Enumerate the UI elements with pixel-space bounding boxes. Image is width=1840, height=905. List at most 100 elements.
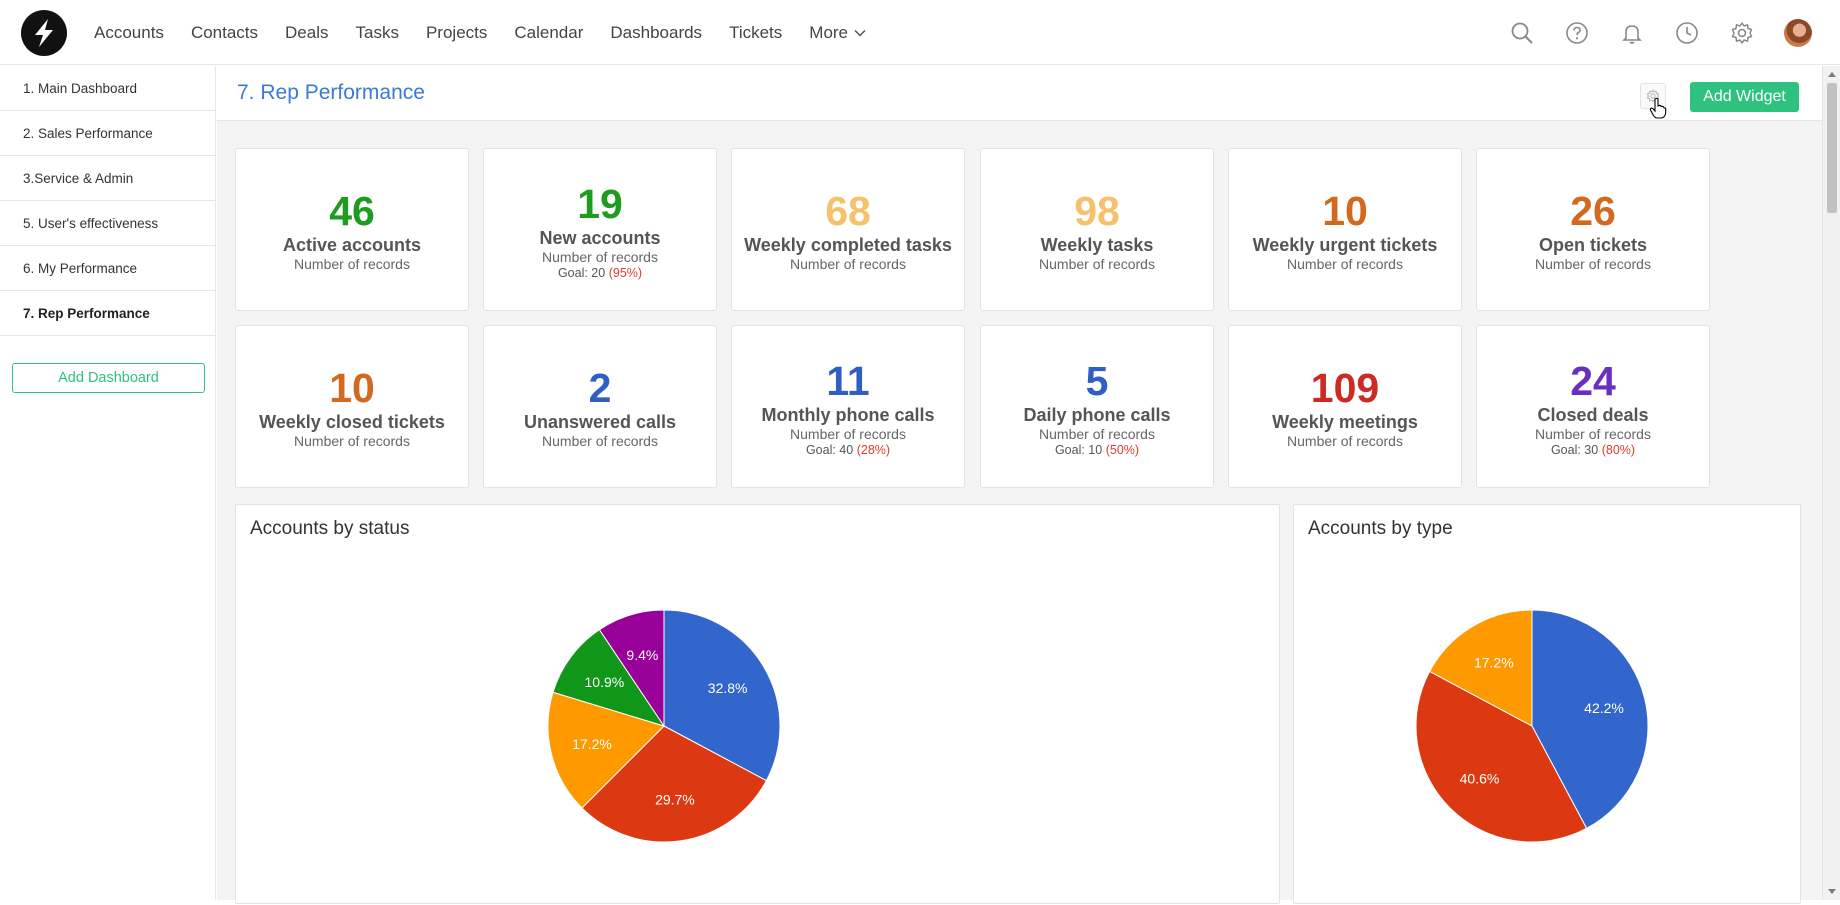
kpi-sublabel: Number of records	[542, 433, 658, 449]
pie-slice[interactable]	[547, 691, 665, 809]
accounts-by-status-panel: Accounts by status 32.8% 29.7% 17.2% 10.9% 9…	[235, 504, 1280, 904]
page-scrollbar[interactable]	[1822, 66, 1840, 900]
kpi-card-body: 10 Weekly urgent tickets Number of records	[1229, 189, 1461, 273]
pie-slice-label: 17.2%	[572, 736, 612, 752]
chart-title: Accounts by status	[250, 518, 410, 539]
kpi-card[interactable]: 109 Weekly meetings Number of records	[1228, 325, 1462, 488]
nav-tickets[interactable]: Tickets	[729, 22, 783, 42]
pie-slice-label: 40.6%	[1460, 770, 1500, 786]
dashboard-main: 7. Rep Performance Add Widget 46 Active a…	[217, 66, 1822, 904]
scroll-thumb[interactable]	[1827, 83, 1837, 213]
kpi-label: Open tickets	[1538, 235, 1648, 255]
kpi-card-body: 11 Monthly phone calls Number of records Go…	[732, 359, 964, 458]
kpi-card[interactable]: 26 Open tickets Number of records	[1476, 148, 1710, 311]
pie-slice[interactable]	[663, 609, 781, 782]
kpi-label: Unanswered calls	[523, 412, 677, 432]
accounts-by-type-panel: Accounts by type 42.2% 40.6% 17.2%	[1293, 504, 1801, 904]
kpi-sublabel: Number of records	[294, 433, 410, 449]
kpi-card[interactable]: 98 Weekly tasks Number of records	[980, 148, 1214, 311]
kpi-label: Weekly closed tickets	[259, 412, 445, 432]
clock-icon[interactable]	[1674, 20, 1700, 46]
main-nav: Accounts Contacts Deals Tasks Projects C…	[94, 0, 893, 65]
bell-icon[interactable]	[1619, 20, 1645, 46]
pie-slice[interactable]	[552, 628, 666, 727]
pie-slice[interactable]	[581, 725, 768, 843]
kpi-card[interactable]: 46 Active accounts Number of records	[235, 148, 469, 311]
kpi-goal-percent: (50%)	[1105, 443, 1140, 457]
nav-projects[interactable]: Projects	[425, 22, 488, 42]
kpi-value: 46	[329, 188, 375, 234]
kpi-value: 2	[588, 365, 612, 411]
sidebar-item-sales-performance[interactable]: 2. Sales Performance	[0, 111, 215, 156]
kpi-goal-text: Goal: 30	[1550, 443, 1599, 457]
kpi-card-body: 68 Weekly completed tasks Number of record…	[732, 189, 964, 273]
kpi-card[interactable]: 68 Weekly completed tasks Number of record…	[731, 148, 965, 311]
pie-slice[interactable]	[1415, 670, 1588, 843]
scroll-down-arrow[interactable]	[1828, 889, 1836, 894]
kpi-card-body: 10 Weekly closed tickets Number of records	[236, 366, 468, 450]
sidebar-item-users-effectiveness[interactable]: 5. User's effectiveness	[0, 201, 215, 246]
kpi-value: 5	[1085, 358, 1109, 404]
nav-more-label: More	[809, 22, 849, 42]
top-navbar: Accounts Contacts Deals Tasks Projects C…	[0, 0, 1840, 65]
gear-icon[interactable]	[1729, 20, 1755, 46]
pie-slice[interactable]	[598, 609, 665, 728]
kpi-label: Weekly urgent tickets	[1252, 235, 1438, 255]
kpi-goal-percent: (80%)	[1601, 443, 1636, 457]
scroll-up-arrow[interactable]	[1828, 72, 1836, 77]
kpi-value: 24	[1570, 358, 1616, 404]
nav-calendar[interactable]: Calendar	[514, 22, 584, 42]
accounts-by-type-pie: 42.2% 40.6% 17.2%	[1415, 609, 1649, 843]
kpi-goal: Goal: 40 (28%)	[732, 443, 964, 458]
dashboard-settings-button[interactable]	[1640, 83, 1666, 109]
kpi-sublabel: Number of records	[1535, 426, 1651, 442]
dashboard-sidebar: 1. Main Dashboard 2. Sales Performance 3…	[0, 66, 216, 900]
sidebar-item-my-performance[interactable]: 6. My Performance	[0, 246, 215, 291]
kpi-card-body: 109 Weekly meetings Number of records	[1229, 366, 1461, 450]
kpi-sublabel: Number of records	[1287, 433, 1403, 449]
kpi-sublabel: Number of records	[790, 426, 906, 442]
chart-title: Accounts by type	[1308, 518, 1453, 539]
pie-slice[interactable]	[1531, 609, 1649, 830]
kpi-goal-percent: (95%)	[608, 266, 643, 280]
kpi-label: Weekly tasks	[1040, 235, 1154, 255]
nav-contacts[interactable]: Contacts	[190, 22, 259, 42]
kpi-card-body: 5 Daily phone calls Number of records Goal:…	[981, 359, 1213, 458]
kpi-card[interactable]: 19 New accounts Number of records Goal: 20 …	[483, 148, 717, 311]
kpi-card[interactable]: 5 Daily phone calls Number of records Goal:…	[980, 325, 1214, 488]
gear-icon	[1646, 89, 1660, 103]
pie-slice-label: 29.7%	[655, 791, 695, 807]
kpi-card[interactable]: 24 Closed deals Number of records Goal: 30 …	[1476, 325, 1710, 488]
kpi-card[interactable]: 11 Monthly phone calls Number of records Go…	[731, 325, 965, 488]
logo-icon	[35, 19, 53, 47]
search-icon[interactable]	[1509, 20, 1535, 46]
kpi-card[interactable]: 10 Weekly urgent tickets Number of records	[1228, 148, 1462, 311]
kpi-goal: Goal: 30 (80%)	[1477, 443, 1709, 458]
kpi-label: Daily phone calls	[1023, 405, 1171, 425]
add-dashboard-button[interactable]: Add Dashboard	[12, 363, 205, 393]
kpi-card-body: 26 Open tickets Number of records	[1477, 189, 1709, 273]
sidebar-item-service-admin[interactable]: 3.Service & Admin	[0, 156, 215, 201]
kpi-value: 19	[577, 181, 623, 227]
chevron-down-icon	[854, 29, 866, 37]
app-logo[interactable]	[21, 10, 67, 56]
sidebar-item-rep-performance[interactable]: 7. Rep Performance	[0, 291, 215, 336]
kpi-sublabel: Number of records	[1039, 256, 1155, 272]
kpi-card[interactable]: 2 Unanswered calls Number of records	[483, 325, 717, 488]
add-widget-button[interactable]: Add Widget	[1690, 82, 1799, 112]
nav-dashboards[interactable]: Dashboards	[610, 22, 703, 42]
kpi-value: 98	[1074, 188, 1120, 234]
nav-deals[interactable]: Deals	[285, 22, 329, 42]
kpi-label: Monthly phone calls	[761, 405, 935, 425]
avatar[interactable]	[1784, 18, 1812, 47]
kpi-card[interactable]: 10 Weekly closed tickets Number of records	[235, 325, 469, 488]
pie-slice[interactable]	[1428, 609, 1533, 727]
kpi-sublabel: Number of records	[1039, 426, 1155, 442]
nav-more[interactable]: More	[809, 23, 866, 43]
kpi-goal-percent: (28%)	[856, 443, 891, 457]
help-icon[interactable]	[1564, 20, 1590, 46]
kpi-sublabel: Number of records	[1535, 256, 1651, 272]
nav-tasks[interactable]: Tasks	[355, 22, 399, 42]
nav-accounts[interactable]: Accounts	[94, 22, 164, 42]
sidebar-item-main-dashboard[interactable]: 1. Main Dashboard	[0, 66, 215, 111]
